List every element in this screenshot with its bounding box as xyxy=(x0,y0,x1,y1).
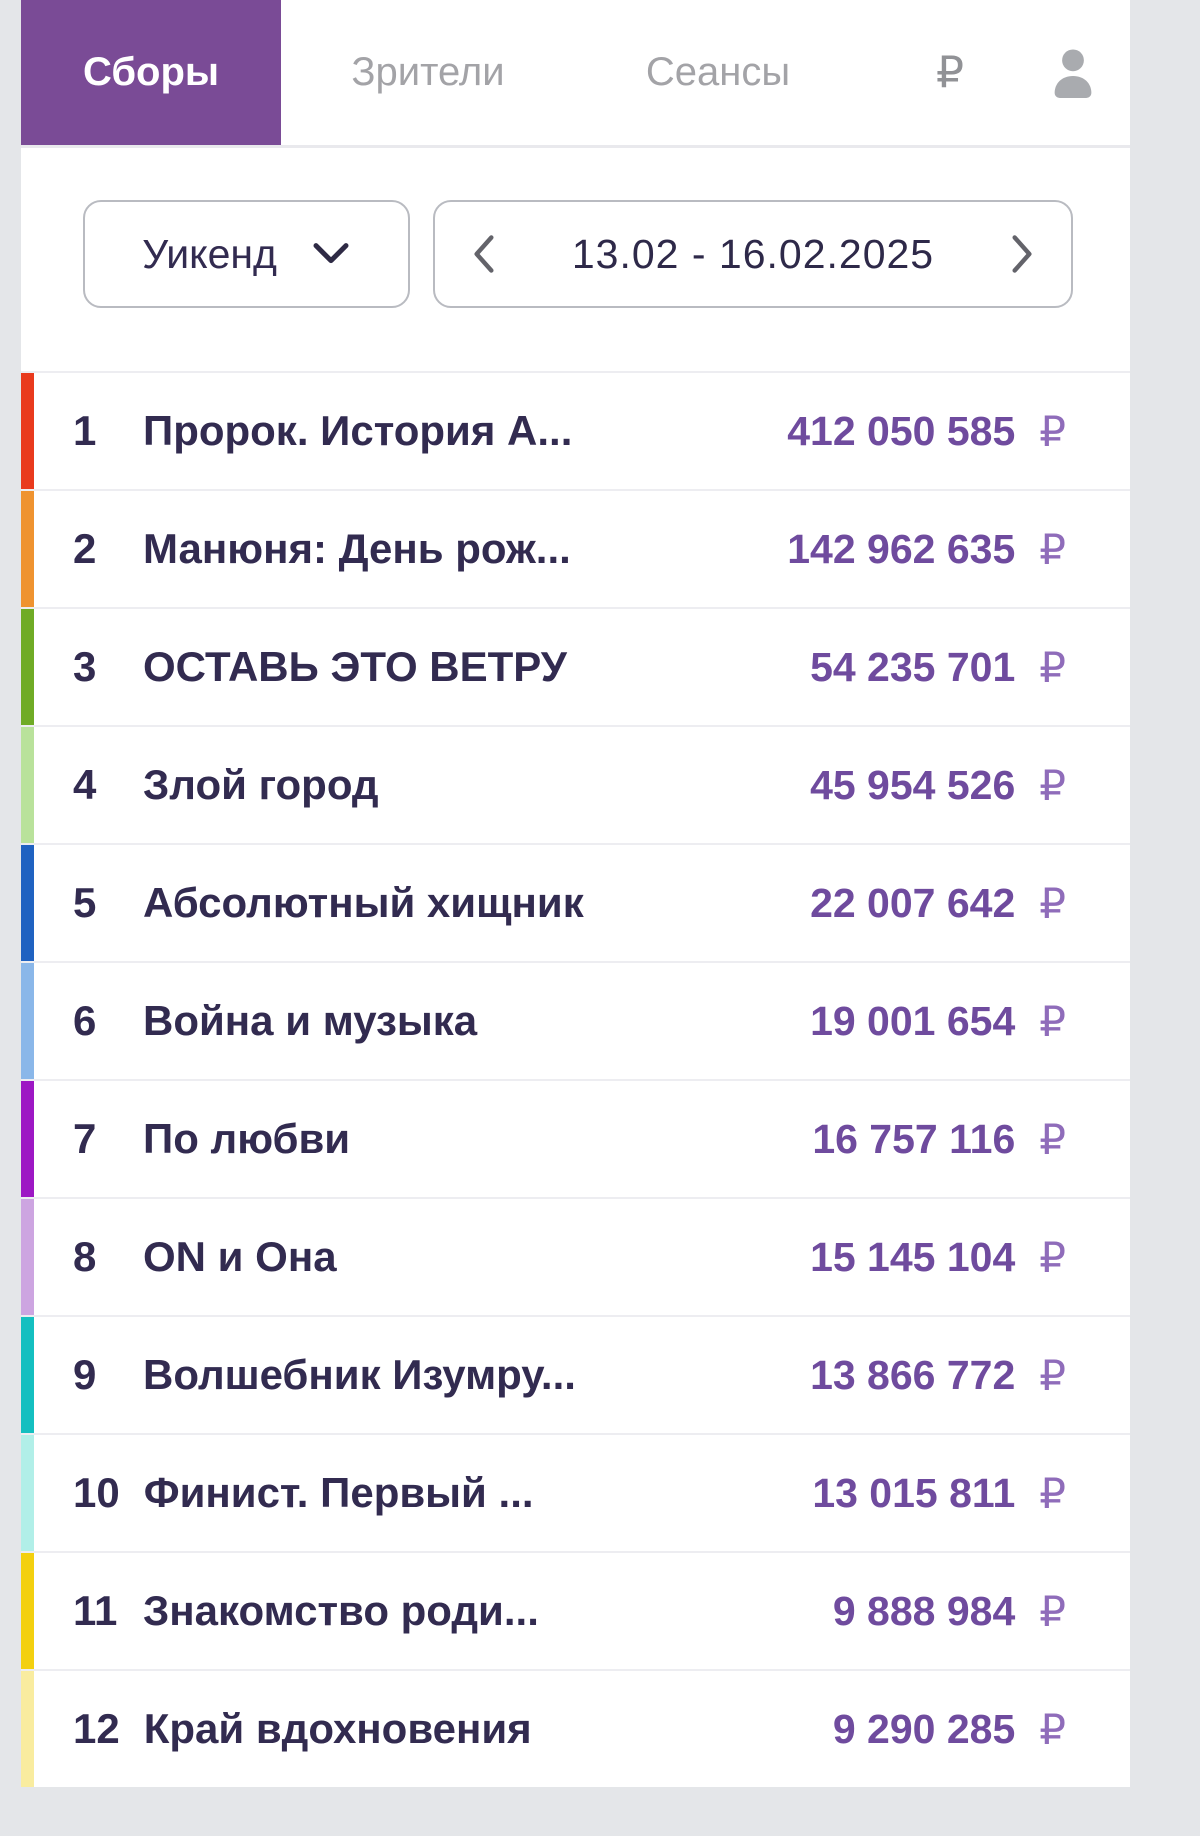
rank-number: 3 xyxy=(73,643,97,690)
list-item[interactable]: 10 Финист. Первый ... 13 015 811 ₽ xyxy=(21,1433,1130,1551)
box-office-list: 1 Пророк. История А... 412 050 585 ₽ 2 М… xyxy=(21,371,1130,1787)
movie-title: По любви xyxy=(143,1115,351,1162)
ruble-sign: ₽ xyxy=(1039,642,1066,692)
rank-color-bar xyxy=(21,1671,34,1787)
box-office-amount: 54 235 701 xyxy=(810,643,1016,690)
next-period-button[interactable] xyxy=(1007,232,1037,276)
movie-title: ON и Она xyxy=(143,1233,337,1280)
list-item[interactable]: 8 ON и Она 15 145 104 ₽ xyxy=(21,1197,1130,1315)
prev-period-button[interactable] xyxy=(469,232,499,276)
tab-sessions[interactable]: Сеансы xyxy=(645,50,791,94)
box-office-amount: 9 888 984 xyxy=(832,1587,1016,1634)
tab-viewers[interactable]: Зрители xyxy=(351,50,505,94)
period-select[interactable]: Уикенд xyxy=(83,200,410,308)
rank-color-bar xyxy=(21,727,34,843)
rank-number: 12 xyxy=(73,1705,120,1752)
ruble-sign: ₽ xyxy=(1039,1114,1066,1164)
box-office-amount: 19 001 654 xyxy=(810,997,1016,1044)
ruble-icon: ₽ xyxy=(936,47,964,98)
rank-color-bar xyxy=(21,491,34,607)
list-item[interactable]: 3 ОСТАВЬ ЭТО ВЕТРУ 54 235 701 ₽ xyxy=(21,607,1130,725)
box-office-amount: 13 015 811 xyxy=(812,1469,1016,1516)
list-item[interactable]: 5 Абсолютный хищник 22 007 642 ₽ xyxy=(21,843,1130,961)
date-range-value: 13.02 - 16.02.2025 xyxy=(571,230,935,277)
user-icon xyxy=(1044,44,1102,102)
rank-color-bar xyxy=(21,1435,34,1551)
ruble-sign: ₽ xyxy=(1039,878,1066,928)
rank-color-bar xyxy=(21,845,34,961)
list-item[interactable]: 12 Край вдохновения 9 290 285 ₽ xyxy=(21,1669,1130,1787)
ruble-sign: ₽ xyxy=(1039,1350,1066,1400)
movie-title: Злой город xyxy=(143,761,379,808)
rank-number: 1 xyxy=(73,407,97,454)
list-item[interactable]: 4 Злой город 45 954 526 ₽ xyxy=(21,725,1130,843)
list-item[interactable]: 7 По любви 16 757 116 ₽ xyxy=(21,1079,1130,1197)
box-office-amount: 22 007 642 xyxy=(810,879,1016,926)
box-office-amount: 45 954 526 xyxy=(810,761,1016,808)
movie-title: Война и музыка xyxy=(143,997,478,1044)
movie-title: Знакомство роди... xyxy=(143,1587,539,1634)
list-item[interactable]: 9 Волшебник Изумру... 13 866 772 ₽ xyxy=(21,1315,1130,1433)
rank-number: 10 xyxy=(73,1469,120,1516)
ruble-sign: ₽ xyxy=(1039,760,1066,810)
box-office-amount: 13 866 772 xyxy=(810,1351,1016,1398)
rank-number: 4 xyxy=(73,761,97,808)
rank-number: 2 xyxy=(73,525,97,572)
ruble-sign: ₽ xyxy=(1039,406,1066,456)
list-item[interactable]: 1 Пророк. История А... 412 050 585 ₽ xyxy=(21,371,1130,489)
movie-title: Край вдохновения xyxy=(143,1705,532,1752)
rank-color-bar xyxy=(21,1199,34,1315)
rank-number: 6 xyxy=(73,997,97,1044)
ruble-sign: ₽ xyxy=(1039,996,1066,1046)
rank-number: 8 xyxy=(73,1233,97,1280)
box-office-amount: 16 757 116 xyxy=(812,1115,1016,1162)
rank-color-bar xyxy=(21,1317,34,1433)
movie-title: Манюня: День рож... xyxy=(143,525,571,572)
filter-row: Уикенд 13.02 - 16.02.2025 xyxy=(83,200,1130,308)
ruble-sign: ₽ xyxy=(1039,1232,1066,1282)
tab-box-office[interactable]: Сборы xyxy=(21,0,281,145)
rank-number: 9 xyxy=(73,1351,97,1398)
ruble-sign: ₽ xyxy=(1039,1704,1066,1754)
period-select-value: Уикенд xyxy=(142,230,277,277)
box-office-amount: 142 962 635 xyxy=(787,525,1016,572)
ruble-sign: ₽ xyxy=(1039,524,1066,574)
box-office-amount: 15 145 104 xyxy=(810,1233,1016,1280)
rank-color-bar xyxy=(21,1081,34,1197)
rank-color-bar xyxy=(21,1553,34,1669)
movie-title: Финист. Первый ... xyxy=(143,1469,534,1516)
rank-color-bar xyxy=(21,963,34,1079)
movie-title: Абсолютный хищник xyxy=(143,879,584,926)
date-range-selector: 13.02 - 16.02.2025 xyxy=(433,200,1073,308)
list-item[interactable]: 11 Знакомство роди... 9 888 984 ₽ xyxy=(21,1551,1130,1669)
chevron-down-icon xyxy=(311,239,351,269)
tab-profile[interactable] xyxy=(1015,0,1130,145)
rank-number: 11 xyxy=(73,1587,118,1634)
rank-color-bar xyxy=(21,609,34,725)
tab-bar: Сборы Зрители Сеансы ₽ xyxy=(21,0,1130,148)
rank-number: 5 xyxy=(73,879,97,926)
movie-title: Волшебник Изумру... xyxy=(143,1351,576,1398)
ruble-sign: ₽ xyxy=(1039,1468,1066,1518)
content-panel: Сборы Зрители Сеансы ₽ Уикенд xyxy=(21,0,1130,1787)
rank-color-bar xyxy=(21,373,34,489)
rank-number: 7 xyxy=(73,1115,97,1162)
box-office-amount: 9 290 285 xyxy=(832,1705,1016,1752)
movie-title: ОСТАВЬ ЭТО ВЕТРУ xyxy=(143,643,567,690)
ruble-sign: ₽ xyxy=(1039,1586,1066,1636)
list-item[interactable]: 2 Манюня: День рож... 142 962 635 ₽ xyxy=(21,489,1130,607)
list-item[interactable]: 6 Война и музыка 19 001 654 ₽ xyxy=(21,961,1130,1079)
movie-title: Пророк. История А... xyxy=(143,407,573,454)
tab-currency[interactable]: ₽ xyxy=(885,0,1015,145)
box-office-amount: 412 050 585 xyxy=(787,407,1016,454)
